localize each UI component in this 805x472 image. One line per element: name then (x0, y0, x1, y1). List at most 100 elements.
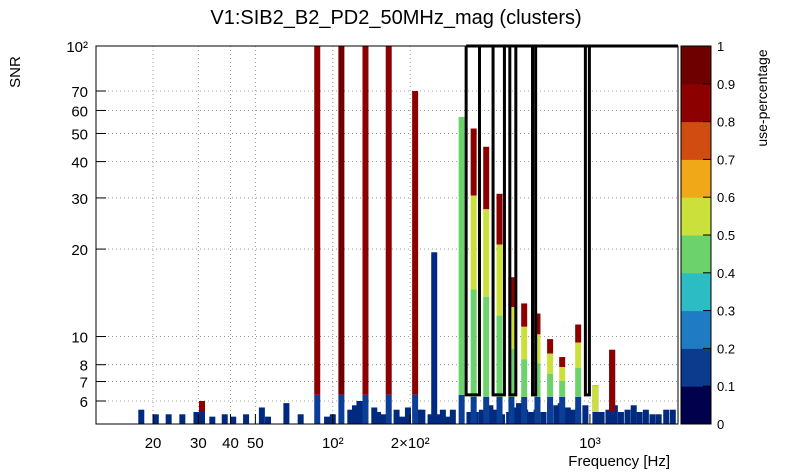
colorbar-swatch (681, 348, 711, 387)
cluster-bar-base (508, 396, 515, 424)
low-bar (393, 409, 400, 424)
y-tick-label: 40 (71, 155, 88, 172)
cluster-bar (508, 307, 515, 350)
chart-title: V1:SIB2_B2_PD2_50MHz_mag (clusters) (210, 7, 581, 29)
colorbar-swatch (681, 235, 711, 274)
low-bar (487, 405, 494, 424)
cluster-bar (496, 315, 503, 397)
tall-bar-base (314, 394, 321, 424)
cluster-bar (559, 380, 566, 397)
colorbar-tick-label: 0.1 (717, 379, 735, 394)
colorbar-swatch (681, 386, 711, 425)
tall-bar (385, 46, 392, 395)
cluster-bar (483, 296, 490, 397)
low-bar (443, 416, 450, 424)
cluster-bar (559, 366, 566, 381)
colorbar-tick-label: 0.3 (717, 304, 735, 319)
cluster-bar-base (483, 396, 490, 424)
y-tick-label: 10² (66, 39, 88, 56)
low-bar (492, 409, 499, 424)
low-bar (478, 409, 485, 424)
colorbar: 0 0.1 0.2 0.3 0.4 0.5 0.6 0.7 0.8 0.9 1 (680, 39, 735, 432)
x-axis-label: Frequency [Hz] (568, 453, 670, 470)
cluster-bar (470, 289, 477, 397)
low-bar (165, 414, 172, 424)
low-bar (431, 252, 438, 424)
colorbar-tick-label: 0.5 (717, 228, 735, 243)
low-bar (663, 409, 670, 424)
low-bar (375, 411, 382, 424)
cluster-outline (464, 44, 678, 397)
low-bar (221, 414, 228, 424)
tall-bar-base (385, 394, 392, 424)
low-bar (617, 411, 624, 424)
y-tick-label: 10 (71, 330, 88, 347)
y-tick-label: 60 (71, 103, 88, 120)
cluster-bar-base (521, 396, 528, 424)
tall-bar-base (458, 394, 465, 424)
cluster-bar-base (559, 396, 566, 424)
low-bar (152, 414, 159, 424)
low-bar (511, 407, 518, 424)
low-bar (642, 409, 649, 424)
low-bar (605, 409, 612, 424)
plot-frame (95, 45, 679, 425)
colorbar-tick-label: 0.4 (717, 266, 735, 281)
low-bar (419, 409, 426, 424)
colorbar-tick-label: 0.8 (717, 115, 735, 130)
low-bar (564, 407, 571, 424)
tall-bar (314, 46, 321, 395)
low-bar (553, 405, 560, 424)
cluster-bar (508, 349, 515, 397)
warm-bar-segment (609, 349, 616, 412)
x-tick-label: 40 (222, 435, 239, 452)
low-bar (466, 411, 473, 424)
cluster-bar (496, 244, 503, 316)
cluster-bar (521, 359, 528, 397)
low-bar (258, 407, 265, 424)
low-bar (138, 409, 145, 424)
low-bar (371, 407, 378, 424)
x-tick-label: 50 (247, 435, 264, 452)
cluster-bar (521, 326, 528, 360)
cluster-bar-base (534, 396, 541, 424)
cluster-bar-base (496, 396, 503, 424)
ticks (96, 45, 591, 424)
x-tick-label: 2×10² (391, 435, 430, 452)
warm-bar-segment (198, 400, 205, 412)
low-bar (582, 405, 589, 424)
low-bar (265, 416, 272, 424)
y-tick-label: 70 (71, 84, 88, 101)
y-tick-label: 30 (71, 191, 88, 208)
colorbar-tick-label: 0.6 (717, 190, 735, 205)
cluster-bar (470, 128, 477, 196)
low-bar (351, 405, 358, 424)
y-tick-label: 50 (71, 126, 88, 143)
low-bar (449, 409, 456, 424)
colorbar-tick-label: 0.7 (717, 152, 735, 167)
y-tick-labels: 6 78 10 20 30 40 50 60 70 10² (66, 39, 88, 411)
cluster-bar (547, 339, 554, 354)
low-bar (427, 414, 434, 424)
x-tick-label: 10³ (579, 435, 601, 452)
x-tick-label: 30 (190, 435, 207, 452)
cluster-outline-path (464, 44, 678, 397)
colorbar-tick-label: 0.2 (717, 341, 735, 356)
tall-bar (458, 116, 465, 395)
low-bar (404, 407, 411, 424)
low-bar (193, 411, 200, 424)
y-tick-label: 6 (80, 394, 88, 411)
low-bar (179, 414, 186, 424)
low-bar (630, 405, 637, 424)
low-bar (347, 409, 354, 424)
tall-bar-base (338, 394, 345, 424)
low-bar (636, 411, 643, 424)
cluster-bar (559, 357, 566, 367)
cluster-bar (575, 367, 582, 397)
low-bar (516, 403, 523, 424)
low-bar (399, 416, 406, 424)
low-bar (283, 403, 290, 424)
colorbar-label: use-percentage (754, 49, 770, 147)
low-bar (435, 414, 442, 424)
